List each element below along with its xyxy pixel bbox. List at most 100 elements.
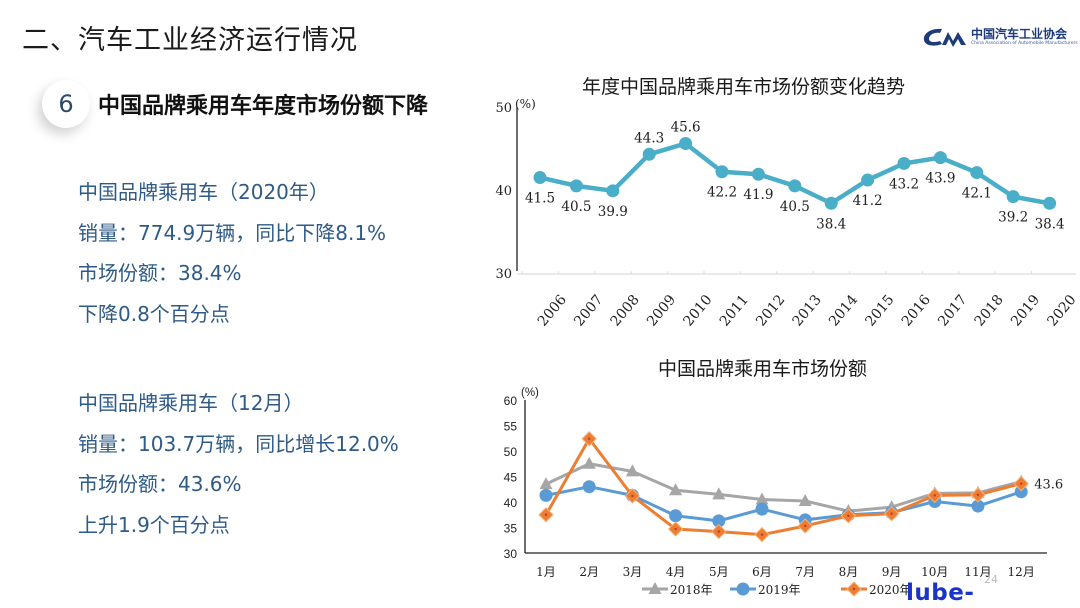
data-point xyxy=(569,179,583,193)
annual-summary-heading: 中国品牌乘用车（2020年） xyxy=(78,180,329,204)
data-point-center xyxy=(933,494,936,497)
legend-label: 2018年 xyxy=(670,583,713,597)
legend-item: 2020年 xyxy=(841,581,912,597)
data-point xyxy=(715,165,729,179)
y-tick-label: 40 xyxy=(504,496,518,510)
x-tick-label: 2019 xyxy=(1008,292,1043,330)
data-point xyxy=(1014,485,1028,499)
data-point xyxy=(971,499,985,513)
series-2019年 xyxy=(539,480,1028,528)
y-axis-unit: (%) xyxy=(521,387,539,399)
y-tick-label: 60 xyxy=(504,394,518,408)
december-summary-heading: 中国品牌乘用车（12月） xyxy=(78,391,304,415)
data-point-center xyxy=(588,437,591,440)
x-tick-label: 2020 xyxy=(1044,292,1079,330)
data-point-center xyxy=(976,493,980,497)
x-tick-label: 2006 xyxy=(535,292,570,330)
x-tick-label: 2015 xyxy=(862,292,897,330)
data-label: 38.4 xyxy=(1035,216,1065,232)
y-tick-label: 30 xyxy=(504,547,518,561)
data-point xyxy=(712,514,726,528)
monthly-share-chart: 30 35 40 45 50 55 60(%) 43.6 1月 2月 3月 4月 5月 6月 7月 8月 9月 1… xyxy=(504,387,1064,597)
annual-share-chart: 30 40 50 (%) 41.5 40.5 39.9 44.3 45.6 42.2 41.9 40.… xyxy=(495,97,1079,330)
x-tick-label: 9月 xyxy=(882,565,902,579)
legend-marker xyxy=(648,582,662,594)
data-label: 43.2 xyxy=(889,176,919,192)
data-label: 39.9 xyxy=(598,204,628,220)
x-tick-label: 5月 xyxy=(709,565,729,579)
logo: 中国汽车工业协会 China Association of Automobile… xyxy=(922,22,1080,56)
data-label: 41.2 xyxy=(853,193,883,209)
data-point xyxy=(642,147,656,161)
legend-item: 2018年 xyxy=(642,582,713,597)
slide-number-badge: 6 xyxy=(42,80,90,128)
december-sales: 销量：103.7万辆，同比增长12.0% xyxy=(78,431,399,456)
x-tick-label: 2016 xyxy=(899,292,934,330)
data-point xyxy=(606,184,620,198)
data-point-center xyxy=(760,533,764,536)
x-tick-label: 3月 xyxy=(623,565,643,579)
y-tick-label: 30 xyxy=(495,267,512,282)
data-label: 43.6 xyxy=(1034,478,1063,493)
data-point-center xyxy=(631,494,634,498)
data-point xyxy=(897,156,911,170)
data-point xyxy=(625,464,639,477)
december-summary: 中国品牌乘用车（12月） 销量：103.7万辆，同比增长12.0% 市场份额：4… xyxy=(78,383,399,545)
legend-marker-center xyxy=(852,587,856,591)
x-tick-label: 4月 xyxy=(666,565,686,579)
y-axis-unit: (%) xyxy=(515,97,536,111)
data-label: 42.2 xyxy=(707,185,737,201)
data-point xyxy=(861,173,875,187)
x-tick-label: 2018 xyxy=(972,292,1007,330)
annual-summary: 中国品牌乘用车（2020年） 销量：774.9万辆，同比下降8.1% 市场份额：… xyxy=(78,172,386,334)
data-point-center xyxy=(847,514,850,517)
data-point xyxy=(970,166,984,180)
december-market-share: 市场份额：43.6% xyxy=(78,472,242,496)
data-point-center xyxy=(717,530,720,533)
y-tick-label: 40 xyxy=(495,184,512,199)
x-tick-label: 2010 xyxy=(680,292,715,330)
slide-subtitle: 中国品牌乘用车年度市场份额下降 xyxy=(98,94,429,119)
data-label: 42.1 xyxy=(962,186,992,202)
data-point xyxy=(1006,190,1020,204)
data-label: 39.2 xyxy=(998,210,1028,226)
data-point-center xyxy=(544,513,548,516)
data-label: 41.5 xyxy=(525,191,555,207)
data-point xyxy=(755,492,769,505)
x-tick-label: 2014 xyxy=(826,292,861,330)
series-2020年 xyxy=(538,431,1029,543)
data-point xyxy=(539,477,553,490)
annual-market-share: 市场份额：38.4% xyxy=(78,261,242,285)
annual-chart-title: 年度中国品牌乘用车市场份额变化趋势 xyxy=(582,76,906,98)
data-point xyxy=(712,487,726,500)
data-point-center xyxy=(674,527,677,531)
data-point xyxy=(582,456,596,469)
x-tick-label: 8月 xyxy=(839,565,859,579)
data-label: 44.3 xyxy=(634,130,664,146)
data-label: 43.9 xyxy=(925,171,955,187)
annual-share-change: 下降0.8个百分点 xyxy=(78,301,230,326)
logo-name: 中国汽车工业协会 xyxy=(971,27,1068,41)
annual-sales: 销量：774.9万辆，同比下降8.1% xyxy=(78,220,387,245)
y-tick-label: 55 xyxy=(504,420,518,434)
x-tick-label: 2月 xyxy=(579,565,599,579)
data-point xyxy=(1043,196,1057,210)
data-point xyxy=(788,179,802,193)
legend-item: 2019年 xyxy=(730,582,801,597)
x-tick-label: 10月 xyxy=(921,565,948,579)
data-point xyxy=(533,171,547,185)
data-point xyxy=(539,488,553,502)
x-tick-label: 12月 xyxy=(1008,565,1035,579)
legend-label: 2020年 xyxy=(869,583,912,597)
x-tick-label: 7月 xyxy=(795,565,815,579)
legend-marker xyxy=(736,582,750,596)
logo-subtitle: China Association of Automobile Manufact… xyxy=(971,41,1078,46)
data-label: 41.9 xyxy=(743,187,773,203)
section-title: 二、汽车工业经济运行情况 xyxy=(22,25,358,56)
x-tick-label: 2017 xyxy=(935,292,970,330)
data-point xyxy=(755,502,769,516)
data-point-center xyxy=(1020,482,1023,485)
x-tick-label: 6月 xyxy=(752,565,772,579)
x-tick-label: 11月 xyxy=(964,565,991,579)
data-label: 45.6 xyxy=(671,120,701,136)
